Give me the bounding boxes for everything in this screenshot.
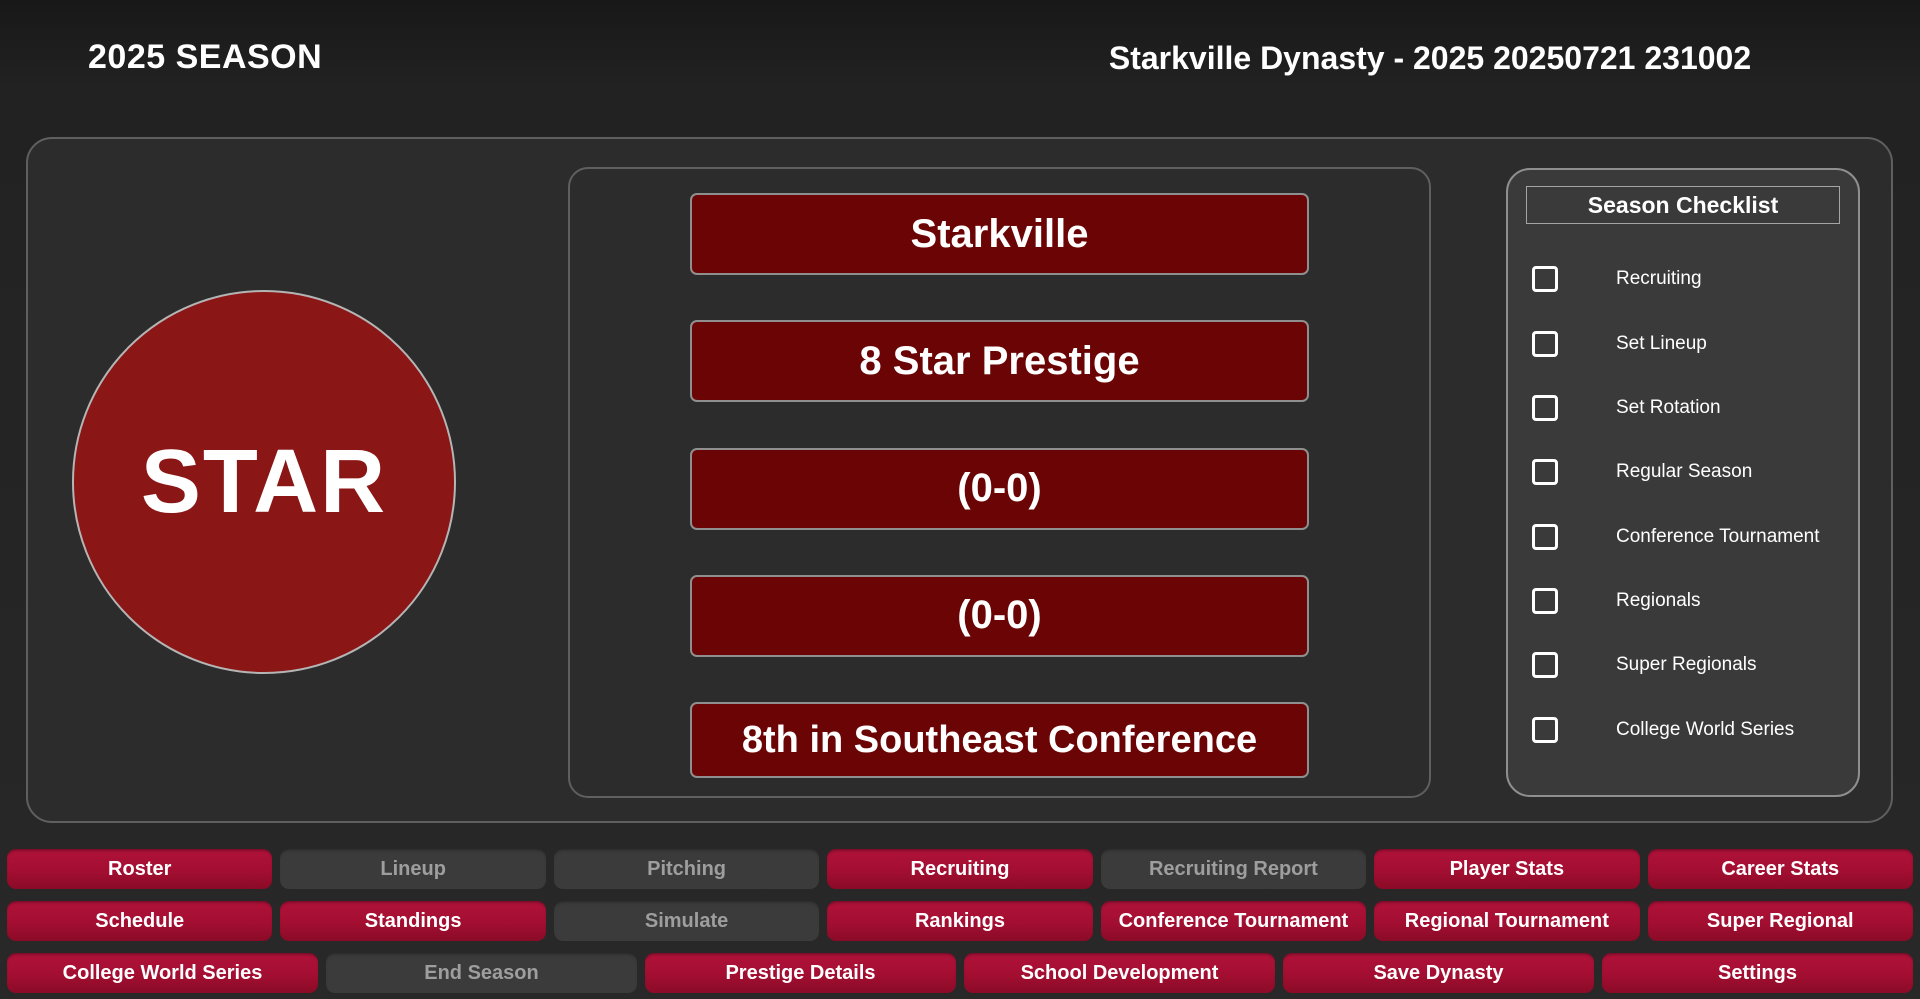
- checkbox-regular-season[interactable]: [1532, 459, 1558, 486]
- nav-button-recruiting[interactable]: Recruiting: [827, 849, 1093, 889]
- nav-button-school-development[interactable]: School Development: [964, 953, 1275, 993]
- checkbox-set-lineup[interactable]: [1532, 330, 1558, 357]
- team-prestige-box: 8 Star Prestige: [690, 320, 1309, 403]
- checklist-item-super-regionals: Super Regionals: [1532, 652, 1840, 679]
- nav-button-save-dynasty[interactable]: Save Dynasty: [1283, 953, 1594, 993]
- checklist-label: Set Lineup: [1616, 332, 1707, 354]
- main-panel: STAR Starkville 8 Star Prestige (0-0) (0…: [26, 137, 1893, 823]
- season-checklist-items: Recruiting Set Lineup Set Rotation Regular …: [1526, 228, 1840, 781]
- nav-button-super-regional[interactable]: Super Regional: [1647, 901, 1913, 941]
- team-logo-text: STAR: [140, 431, 388, 532]
- checklist-label: Regular Season: [1616, 461, 1753, 483]
- checkbox-super-regionals[interactable]: [1532, 652, 1558, 679]
- nav-button-prestige-details[interactable]: Prestige Details: [645, 953, 956, 993]
- checklist-label: Conference Tournament: [1616, 525, 1820, 547]
- checkbox-conference-tournament[interactable]: [1532, 523, 1558, 550]
- checklist-label: Recruiting: [1616, 268, 1702, 290]
- nav-button-schedule[interactable]: Schedule: [7, 901, 273, 941]
- nav-button-recruiting-report: Recruiting Report: [1100, 849, 1367, 889]
- conference-standing-box: 8th in Southeast Conference: [690, 702, 1309, 778]
- nav-button-settings[interactable]: Settings: [1602, 953, 1913, 993]
- nav-button-college-world-series[interactable]: College World Series: [7, 953, 318, 993]
- checklist-item-regionals: Regionals: [1532, 587, 1840, 614]
- nav-button-pitching: Pitching: [553, 849, 820, 889]
- checkbox-set-rotation[interactable]: [1532, 394, 1558, 421]
- nav-row-3: College World Series End Season Prestige D…: [7, 953, 1913, 993]
- nav-button-career-stats[interactable]: Career Stats: [1647, 849, 1913, 889]
- season-checklist-panel: Season Checklist Recruiting Set Lineup Set…: [1506, 168, 1860, 797]
- team-logo: STAR: [72, 290, 456, 674]
- team-info-panel: Starkville 8 Star Prestige (0-0) (0-0) 8…: [568, 167, 1431, 798]
- nav-button-conference-tournament[interactable]: Conference Tournament: [1100, 901, 1367, 941]
- nav-button-roster[interactable]: Roster: [7, 849, 273, 889]
- checklist-label: Set Rotation: [1616, 396, 1721, 418]
- nav-button-standings[interactable]: Standings: [280, 901, 546, 941]
- checkbox-regionals[interactable]: [1532, 587, 1558, 614]
- checklist-label: Regionals: [1616, 589, 1701, 611]
- checklist-item-set-rotation: Set Rotation: [1532, 394, 1840, 421]
- checklist-label: College World Series: [1616, 718, 1795, 740]
- bottom-navigation: Roster Lineup Pitching Recruiting Recruiting…: [0, 849, 1920, 993]
- checklist-item-set-lineup: Set Lineup: [1532, 330, 1840, 357]
- nav-button-rankings[interactable]: Rankings: [827, 901, 1093, 941]
- nav-button-player-stats[interactable]: Player Stats: [1374, 849, 1640, 889]
- checklist-item-college-world-series: College World Series: [1532, 716, 1840, 743]
- nav-button-simulate: Simulate: [553, 901, 820, 941]
- dynasty-title: Starkville Dynasty - 2025 20250721 23100…: [1108, 40, 1752, 76]
- checkbox-recruiting[interactable]: [1532, 266, 1558, 293]
- checklist-label: Super Regionals: [1616, 654, 1757, 676]
- conference-record-box: (0-0): [690, 574, 1309, 657]
- team-name-box: Starkville: [690, 193, 1309, 275]
- nav-row-1: Roster Lineup Pitching Recruiting Recruiting…: [7, 849, 1913, 889]
- overall-record-box: (0-0): [690, 447, 1309, 530]
- checklist-item-conference-tournament: Conference Tournament: [1532, 523, 1840, 550]
- checkbox-college-world-series[interactable]: [1532, 716, 1558, 743]
- season-checklist-title: Season Checklist: [1526, 186, 1840, 224]
- nav-button-regional-tournament[interactable]: Regional Tournament: [1374, 901, 1640, 941]
- nav-button-end-season: End Season: [326, 953, 637, 993]
- checklist-item-recruiting: Recruiting: [1532, 266, 1840, 293]
- nav-button-lineup: Lineup: [280, 849, 546, 889]
- nav-row-2: Schedule Standings Simulate Rankings Confere…: [7, 901, 1913, 941]
- season-title: 2025 SEASON: [88, 38, 323, 76]
- checklist-item-regular-season: Regular Season: [1532, 459, 1840, 486]
